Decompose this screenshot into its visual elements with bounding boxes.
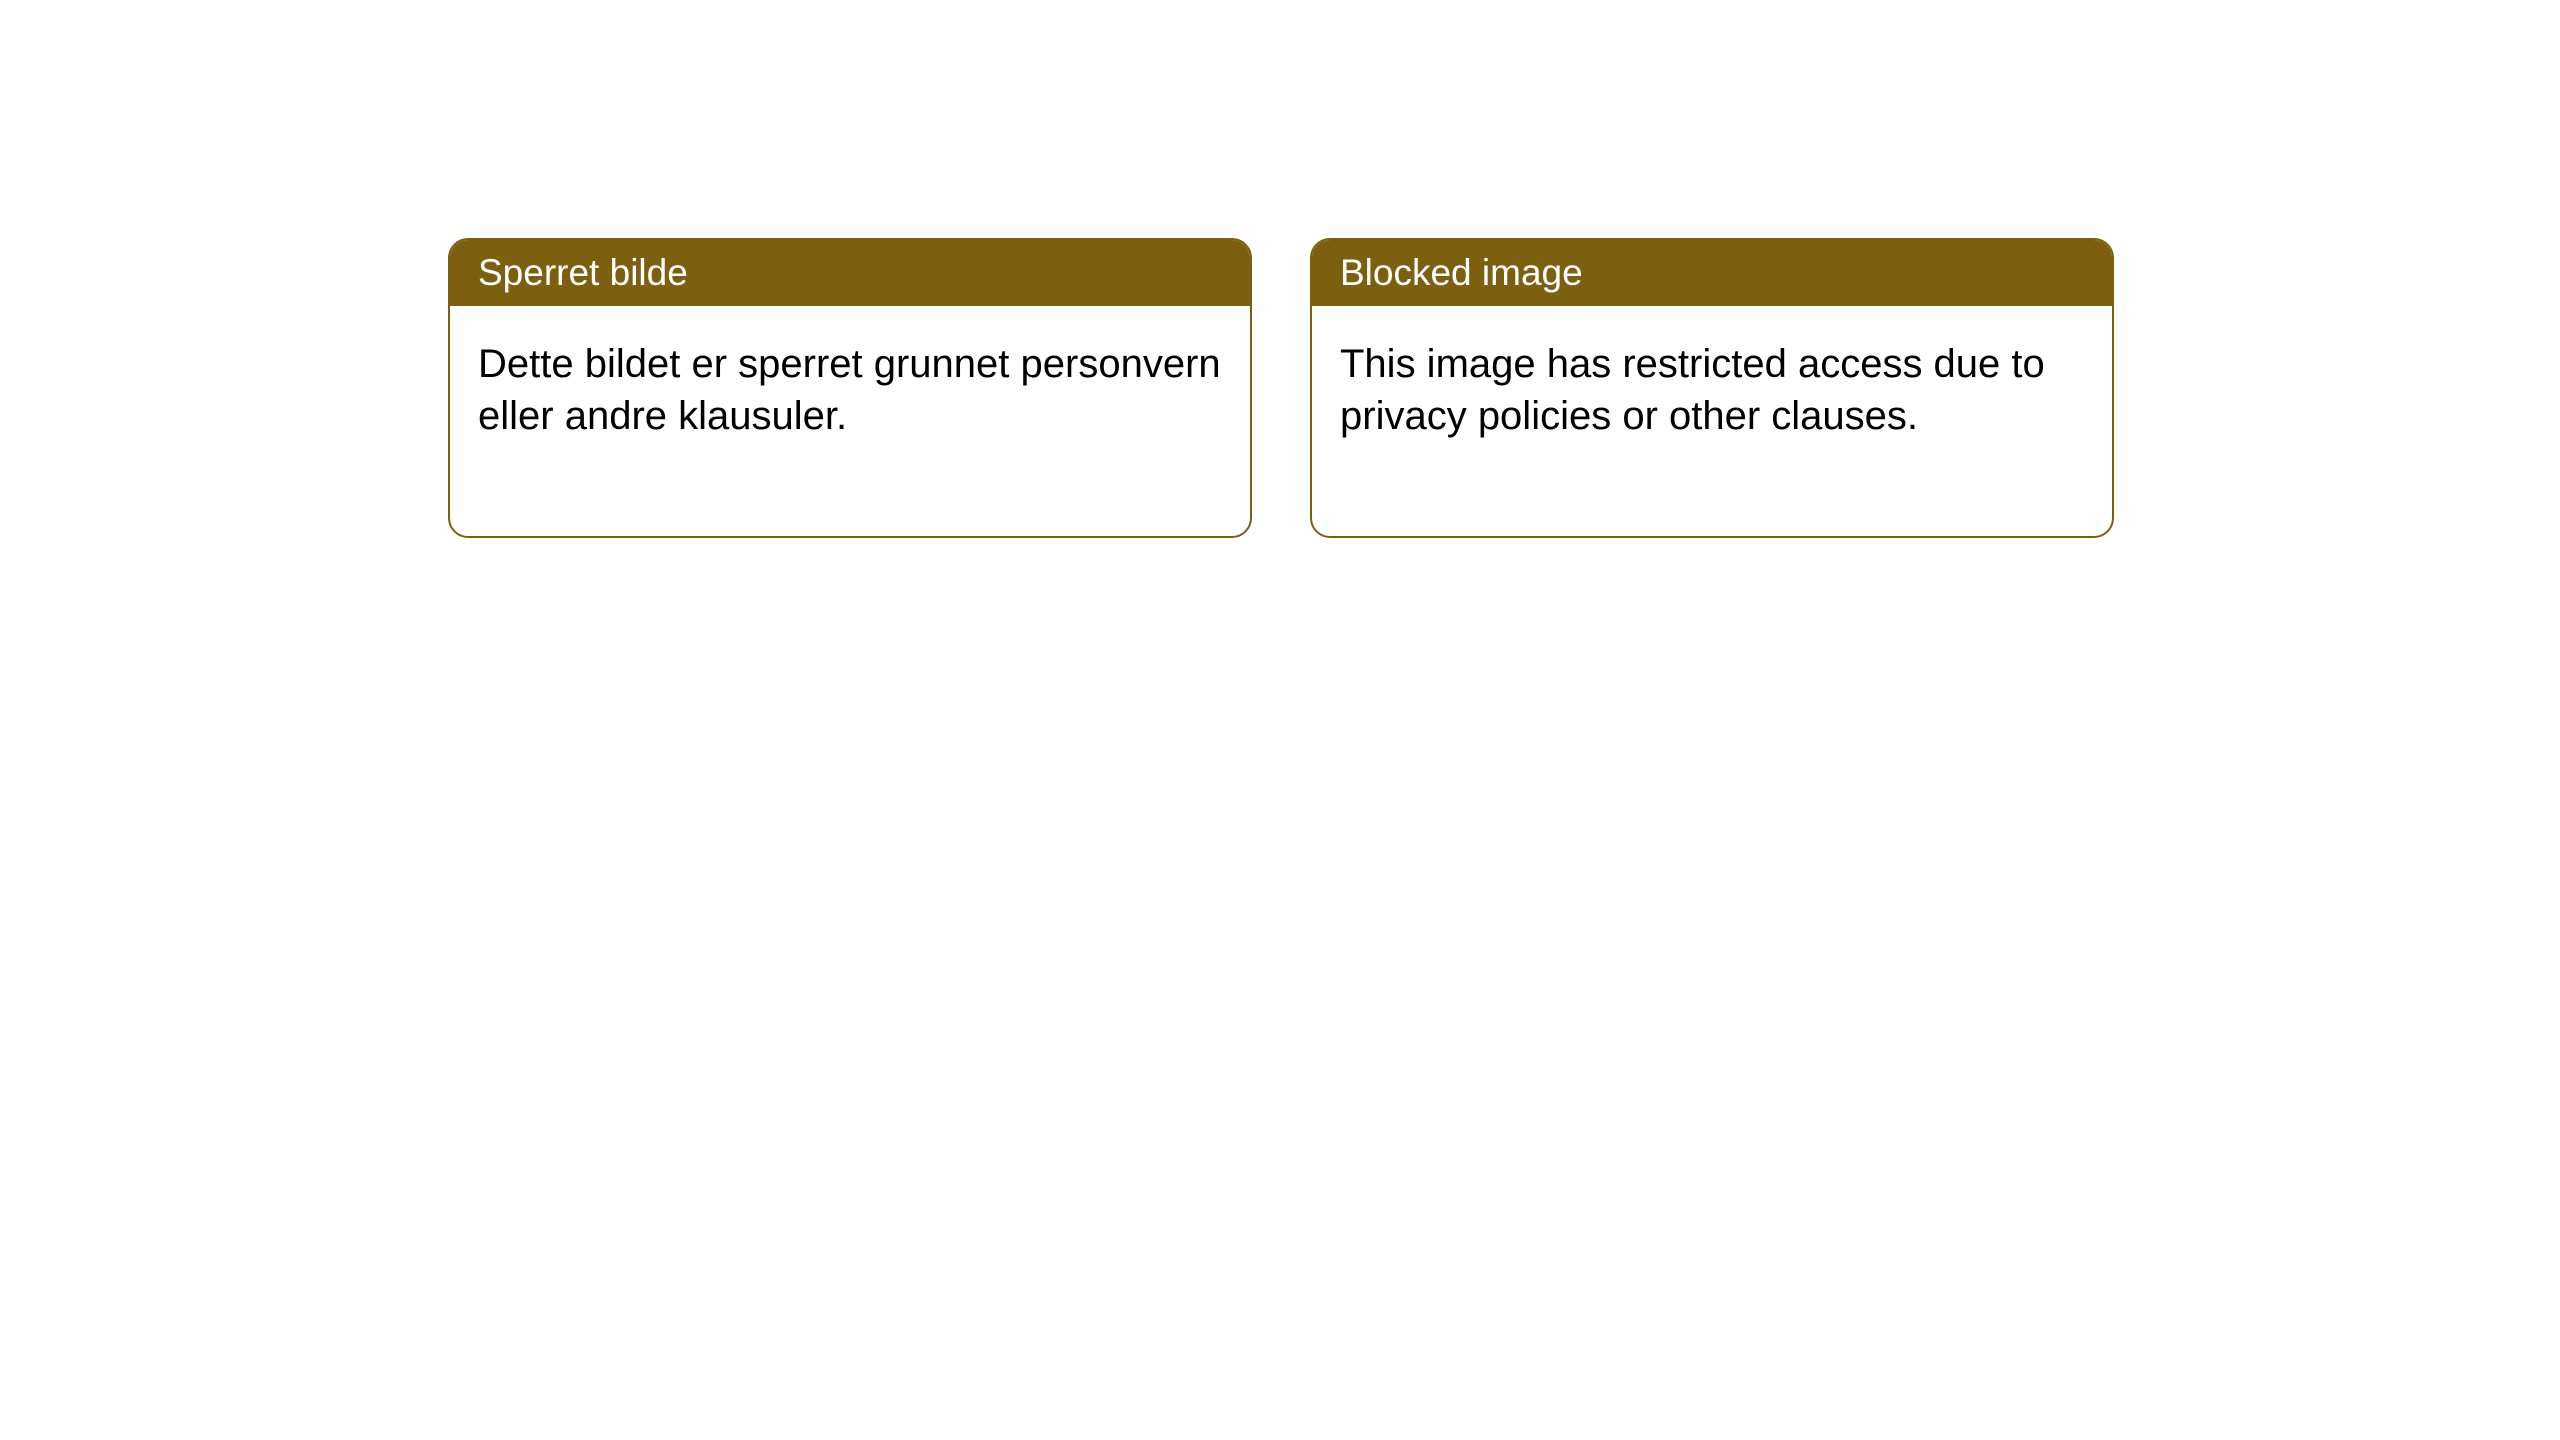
card-body-norwegian: Dette bildet er sperret grunnet personve… bbox=[450, 306, 1250, 536]
card-message-english: This image has restricted access due to … bbox=[1340, 342, 2045, 438]
card-title-english: Blocked image bbox=[1340, 252, 1583, 293]
card-header-english: Blocked image bbox=[1312, 240, 2112, 306]
card-title-norwegian: Sperret bilde bbox=[478, 252, 688, 293]
card-message-norwegian: Dette bildet er sperret grunnet personve… bbox=[478, 342, 1221, 438]
blocked-image-card-english: Blocked image This image has restricted … bbox=[1310, 238, 2114, 538]
card-body-english: This image has restricted access due to … bbox=[1312, 306, 2112, 536]
card-header-norwegian: Sperret bilde bbox=[450, 240, 1250, 306]
blocked-image-notices: Sperret bilde Dette bildet er sperret gr… bbox=[448, 238, 2114, 538]
blocked-image-card-norwegian: Sperret bilde Dette bildet er sperret gr… bbox=[448, 238, 1252, 538]
